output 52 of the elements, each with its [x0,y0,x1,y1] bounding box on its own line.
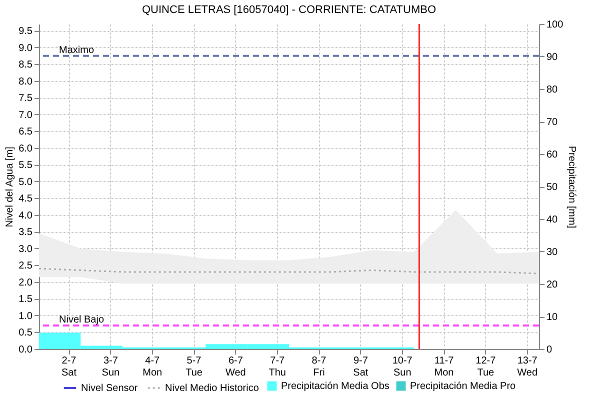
x-tick-label: 4-7 Mon [142,356,162,378]
y2-tick-label: 60 [546,150,558,160]
y-tick-label: 6.0 [18,143,33,154]
y-tick-label: 4.5 [18,194,33,205]
y-tick-label: 8.5 [18,60,33,71]
x-tick-label: 6-7 Wed [225,356,246,378]
legend-label: Nivel Sensor [81,383,138,394]
x-tick-label: 9-7 Sat [353,356,368,378]
y-tick-label: 0.0 [18,344,33,356]
y2-tick-label: 0 [546,344,552,356]
y2-tick-label: 80 [546,84,558,96]
x-tick-label: 10-7 Sun [392,356,413,378]
y2-tick-label: 100 [546,20,564,30]
ref-line-label: Maximo [59,44,94,56]
x-tick-label: 2-7 Sat [62,356,77,378]
y2-tick-label: 30 [546,247,558,258]
y2-tick-label: 70 [546,117,558,128]
legend-label: Precipitación Media Pro [410,381,516,392]
x-tick-label: 5-7 Tue [186,356,203,378]
y2-axis-title: Precipitación [mm] [566,146,578,228]
y2-tick-label: 50 [546,182,558,193]
y2-tick-label: 90 [546,52,558,63]
y2-tick-label: 10 [546,312,558,323]
y-tick-label: 1.5 [18,294,33,306]
y-tick-label: 3.5 [18,227,33,238]
y-tick-label: 7.5 [18,93,33,104]
x-tick-label: 8-7 Fri [312,356,327,378]
y-tick-label: 9.0 [18,42,33,54]
x-tick-label: 7-7 Thu [268,356,286,378]
y-tick-label: 9.5 [18,26,33,38]
y-tick-label: 7.0 [18,110,33,121]
y-tick-label: 5.5 [18,160,33,172]
legend-label: Nivel Medio Historico [165,383,260,394]
ref-line-label: Nivel Bajo [59,314,104,326]
x-tick-label: 3-7 Sun [102,356,120,378]
y-tick-label: 0.5 [18,328,33,339]
chart-title: QUINCE LETRAS [16057040] - CORRIENTE: CATATUMBO [142,4,436,16]
y-tick-label: 8.0 [18,76,33,88]
x-tick-label: 11-7 Mon [434,356,454,378]
y-tick-label: 1.0 [18,310,33,322]
y-axis-title: Nivel del Agua [m] [4,146,16,228]
x-tick-label: 13-7 Wed [517,356,538,378]
y-tick-label: 2.5 [18,260,33,272]
legend-label: Precipitación Media Obs [281,381,390,392]
y-tick-label: 2.0 [18,277,33,288]
y-tick-label: 5.0 [18,176,33,188]
y-tick-label: 6.5 [18,126,33,138]
y2-tick-label: 20 [546,280,558,290]
y2-tick-label: 40 [546,214,558,226]
x-tick-label: 12-7 Tue [476,356,496,378]
y-tick-label: 4.0 [18,210,33,222]
y-tick-label: 3.0 [18,244,33,255]
